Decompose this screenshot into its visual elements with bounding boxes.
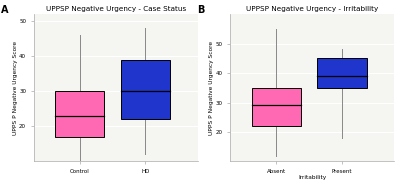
Text: B: B <box>198 5 205 15</box>
Bar <box>317 58 366 88</box>
Title: UPPSP Negative Urgency - Irritability: UPPSP Negative Urgency - Irritability <box>246 6 378 12</box>
Bar <box>55 91 104 137</box>
Y-axis label: UPPS P Negative Urgency Score: UPPS P Negative Urgency Score <box>209 41 214 135</box>
Bar <box>252 88 301 126</box>
X-axis label: Irritability: Irritability <box>298 175 326 180</box>
Bar <box>121 60 170 119</box>
Title: UPPSP Negative Urgency - Case Status: UPPSP Negative Urgency - Case Status <box>46 6 186 12</box>
Y-axis label: UPPS P Negative Urgency Score: UPPS P Negative Urgency Score <box>13 41 18 135</box>
Text: A: A <box>1 5 8 15</box>
